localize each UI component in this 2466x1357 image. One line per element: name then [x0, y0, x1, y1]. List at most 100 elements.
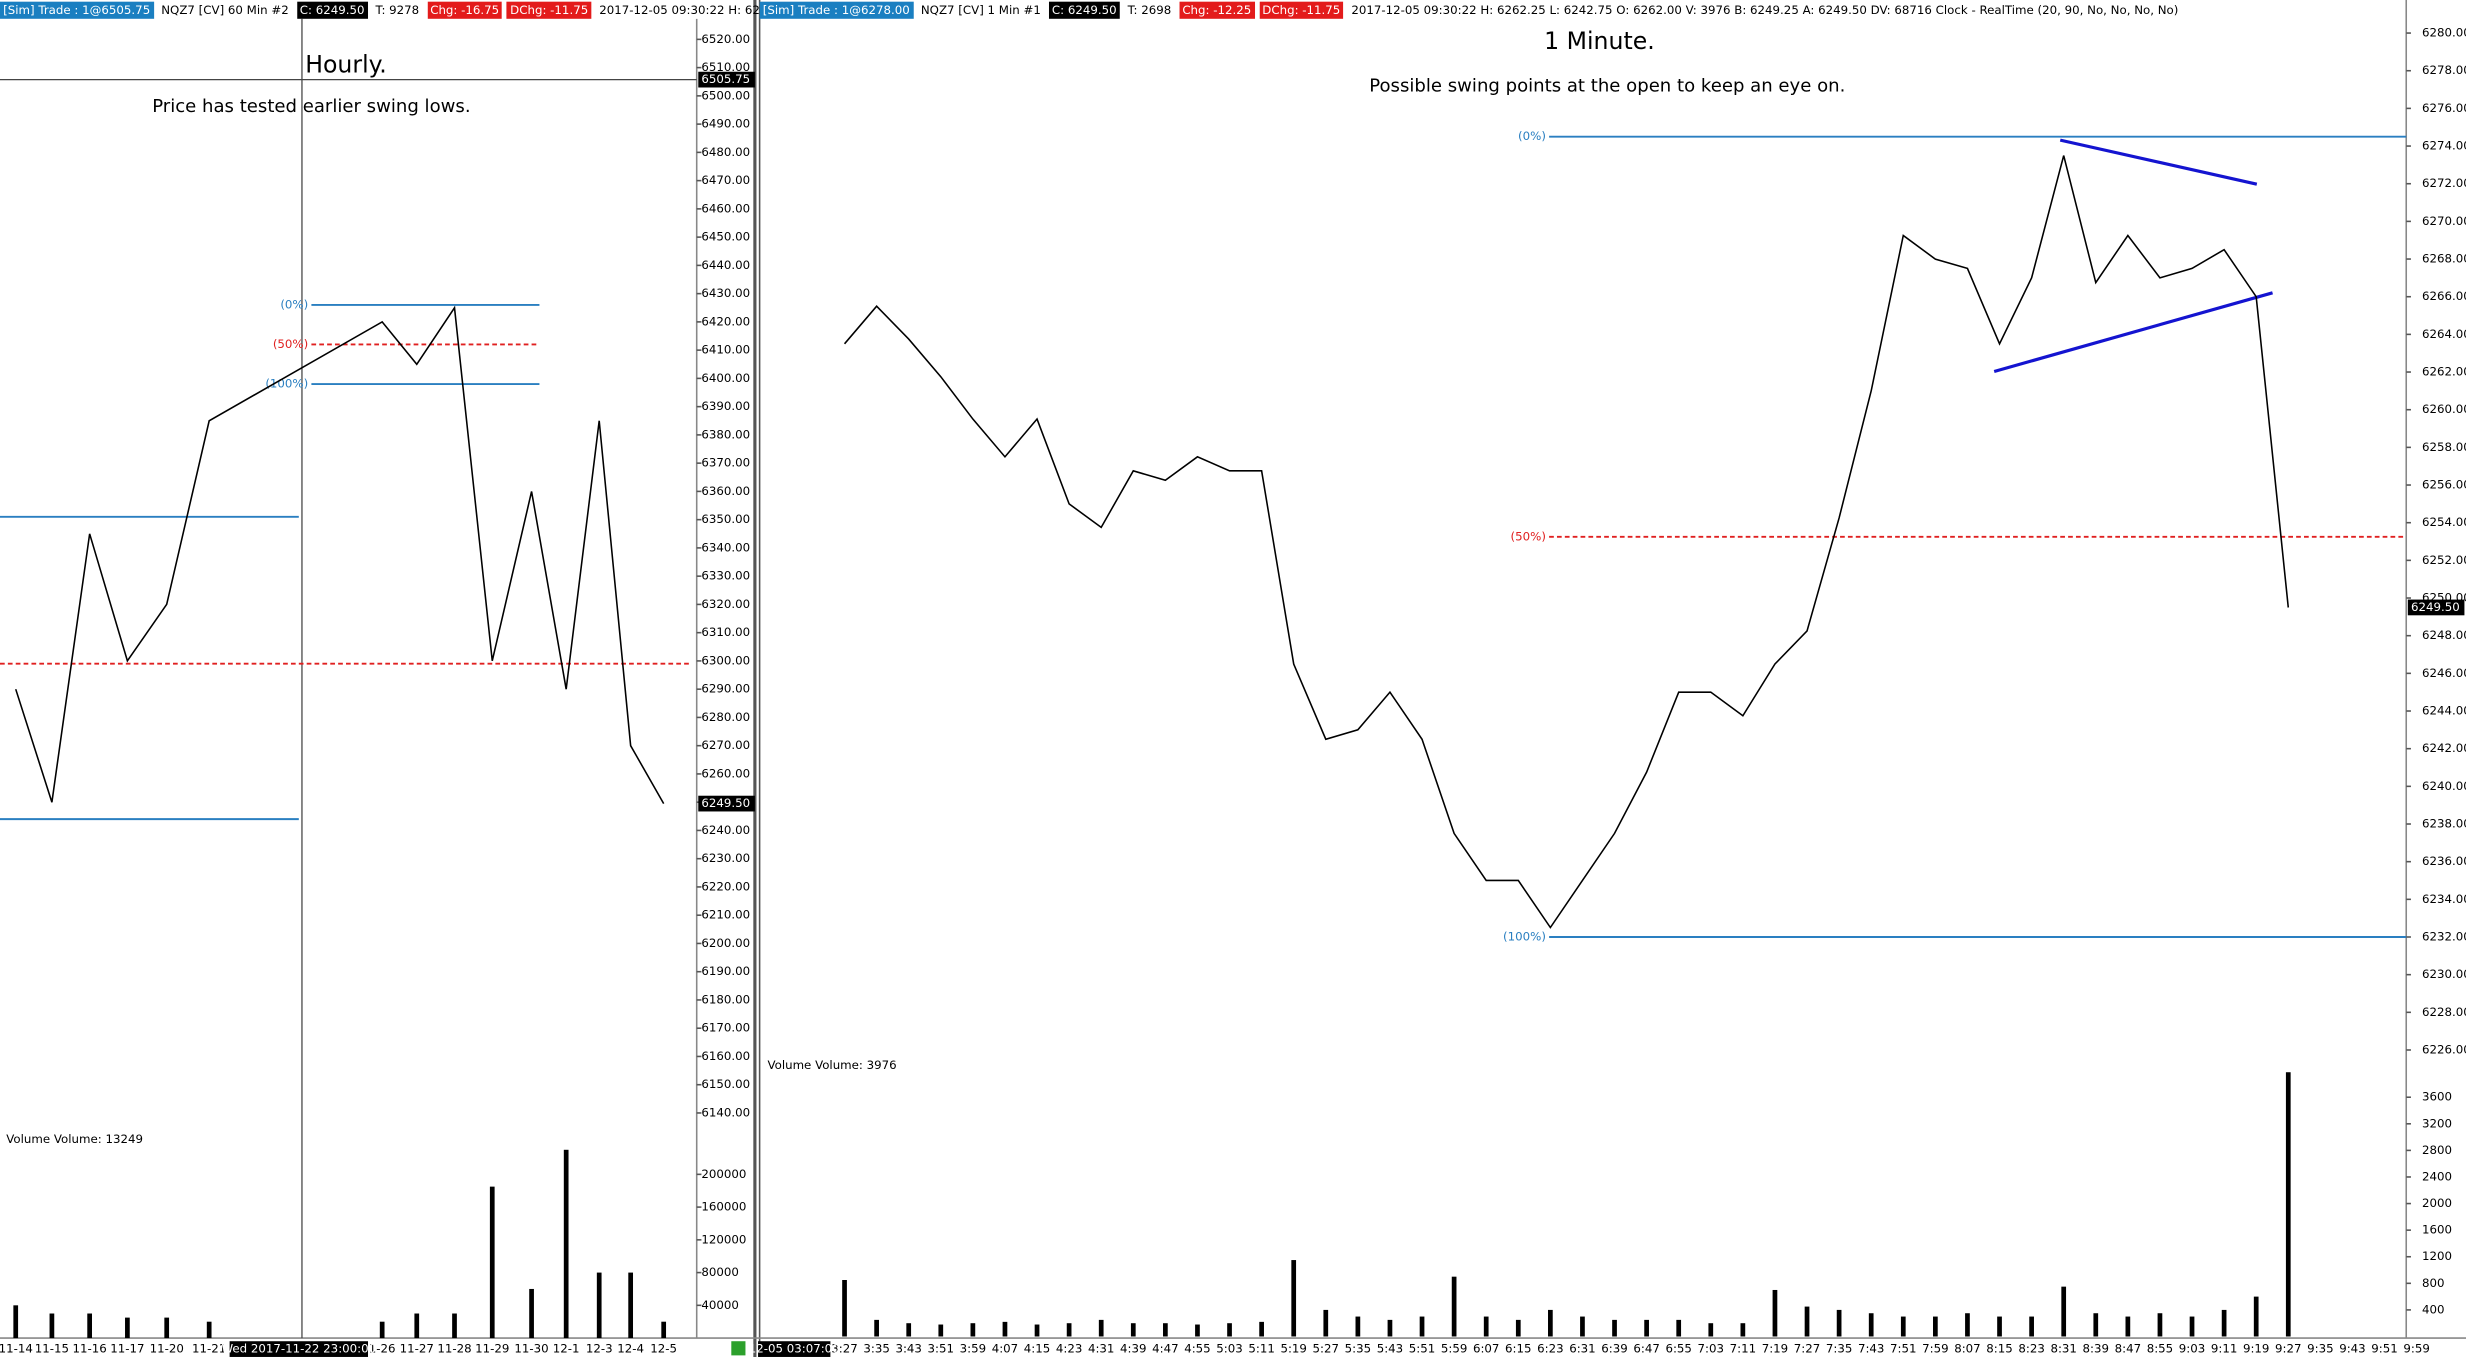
volume-bar	[1387, 1319, 1393, 1337]
last-price-badge-bg	[698, 795, 755, 812]
y-tick-label: 6480.00	[701, 145, 750, 159]
volume-bar	[1483, 1316, 1489, 1337]
x-tick-label: 5:35	[1345, 1342, 1371, 1356]
x-tick-label: 3:35	[863, 1342, 889, 1356]
volume-bar	[1227, 1323, 1232, 1337]
status-ticks: T: 2698	[1127, 3, 1172, 18]
x-tick-label: 6:15	[1505, 1342, 1531, 1356]
volume-tick-label: 800	[2422, 1276, 2445, 1290]
volume-bar	[1034, 1324, 1040, 1337]
x-tick-label: 12-3	[586, 1342, 613, 1356]
volume-bar	[1708, 1323, 1714, 1337]
volume-tick-label: 1600	[2422, 1223, 2452, 1237]
volume-bar	[164, 1317, 170, 1339]
x-tick-label: 5:19	[1280, 1342, 1306, 1356]
status-day-change: DChg: -11.75	[1259, 1, 1344, 19]
volume-bar	[1836, 1309, 1842, 1337]
x-tick-label: 3:51	[928, 1342, 954, 1356]
y-tick-label: 6254.00	[2422, 515, 2466, 529]
volume-bar	[125, 1317, 130, 1339]
cursor-label-bg	[229, 1341, 369, 1357]
volume-bar	[379, 1321, 385, 1339]
y-tick-label: 6230.00	[2422, 967, 2466, 981]
y-tick-label: 6410.00	[701, 343, 750, 357]
x-tick-label: 4:31	[1088, 1342, 1114, 1356]
volume-tick-label: 2000	[2422, 1196, 2452, 1210]
y-tick-label: 6272.00	[2422, 176, 2466, 190]
level-label: (50%)	[273, 337, 308, 351]
volume-tick-label: 400	[2422, 1302, 2445, 1316]
y-tick-label: 6140.00	[701, 1105, 750, 1119]
x-tick-label: 12-1	[553, 1342, 580, 1356]
y-tick-label: 6430.00	[701, 286, 750, 300]
x-tick-label: 5:27	[1313, 1342, 1339, 1356]
x-tick-label: 9:03	[2179, 1342, 2205, 1356]
status-ticks: T: 9278	[375, 3, 420, 18]
x-tick-label: 9:51	[2371, 1342, 2397, 1356]
x-tick-label: 7:11	[1730, 1342, 1756, 1356]
x-tick-label: 3:43	[895, 1342, 921, 1356]
x-tick-label: 11-15	[35, 1342, 69, 1356]
y-tick-label: 6440.00	[701, 258, 750, 272]
x-tick-label: 7:27	[1794, 1342, 1820, 1356]
volume-tick-label: 1200	[2422, 1249, 2452, 1263]
volume-tick-label: 160000	[701, 1200, 746, 1214]
x-tick-label: 5:51	[1409, 1342, 1435, 1356]
y-tick-label: 6234.00	[2422, 892, 2466, 906]
status-change: Chg: -12.25	[1179, 1, 1255, 19]
x-tick-label: 9:43	[2339, 1342, 2365, 1356]
x-tick-label: 8:07	[1954, 1342, 1980, 1356]
y-tick-label: 6330.00	[701, 569, 750, 583]
x-tick-label: 7:59	[1922, 1342, 1948, 1356]
x-tick-label: 1-26	[369, 1342, 396, 1356]
volume-bar	[49, 1313, 55, 1339]
status-account: [Sim] Trade : 1@6278.00	[759, 1, 913, 19]
y-tick-label: 6274.00	[2422, 139, 2466, 153]
volume-tick-label: 40000	[701, 1298, 739, 1312]
y-tick-label: 6280.00	[701, 710, 750, 724]
volume-bar	[2125, 1316, 2131, 1337]
volume-bar	[489, 1186, 495, 1339]
x-tick-label: 4:47	[1152, 1342, 1178, 1356]
x-tick-label: 4:15	[1024, 1342, 1050, 1356]
x-tick-label: 11-16	[73, 1342, 107, 1356]
volume-bar	[1195, 1324, 1200, 1337]
x-tick-label: 4:39	[1120, 1342, 1146, 1356]
x-tick-label: 6:07	[1473, 1342, 1499, 1356]
x-tick-label: 7:03	[1698, 1342, 1724, 1356]
volume-bar	[938, 1324, 944, 1337]
volume-bar	[1868, 1313, 1874, 1337]
volume-bar	[1644, 1319, 1649, 1337]
x-tick-label: 7:19	[1762, 1342, 1788, 1356]
y-tick-label: 6270.00	[701, 738, 750, 752]
y-tick-label: 6278.00	[2422, 63, 2466, 77]
status-bar: [Sim] Trade : 1@6505.75 NQZ7 [CV] 60 Min …	[0, 1, 856, 19]
y-tick-label: 6390.00	[701, 399, 750, 413]
volume-bar	[2253, 1296, 2259, 1337]
status-close: C: 6249.50	[1048, 1, 1120, 19]
level-label: (50%)	[1511, 529, 1546, 543]
y-tick-label: 6340.00	[701, 540, 750, 554]
volume-bar	[842, 1279, 847, 1337]
volume-tick-label: 2400	[2422, 1169, 2452, 1183]
volume-bar	[906, 1323, 912, 1337]
y-tick-label: 6266.00	[2422, 289, 2466, 303]
volume-bar	[1259, 1321, 1264, 1337]
x-tick-label: 3:59	[960, 1342, 986, 1356]
volume-bar	[1098, 1319, 1104, 1337]
y-tick-label: 6310.00	[701, 625, 750, 639]
x-tick-label: 3:27	[831, 1342, 857, 1356]
volume-bar	[1804, 1306, 1810, 1337]
volume-bar	[1291, 1260, 1297, 1337]
y-tick-label: 6262.00	[2422, 365, 2466, 379]
y-tick-label: 6220.00	[701, 879, 750, 893]
x-tick-label: 5:11	[1248, 1342, 1274, 1356]
cursor-label: 12-05 03:07:00	[749, 1342, 840, 1356]
x-tick-label: 11-27	[400, 1342, 434, 1356]
volume-bar	[2221, 1309, 2227, 1337]
x-tick-label: 9:19	[2243, 1342, 2269, 1356]
y-tick-label: 6170.00	[701, 1021, 750, 1035]
y-tick-label: 6230.00	[701, 851, 750, 865]
volume-bar	[661, 1321, 667, 1339]
